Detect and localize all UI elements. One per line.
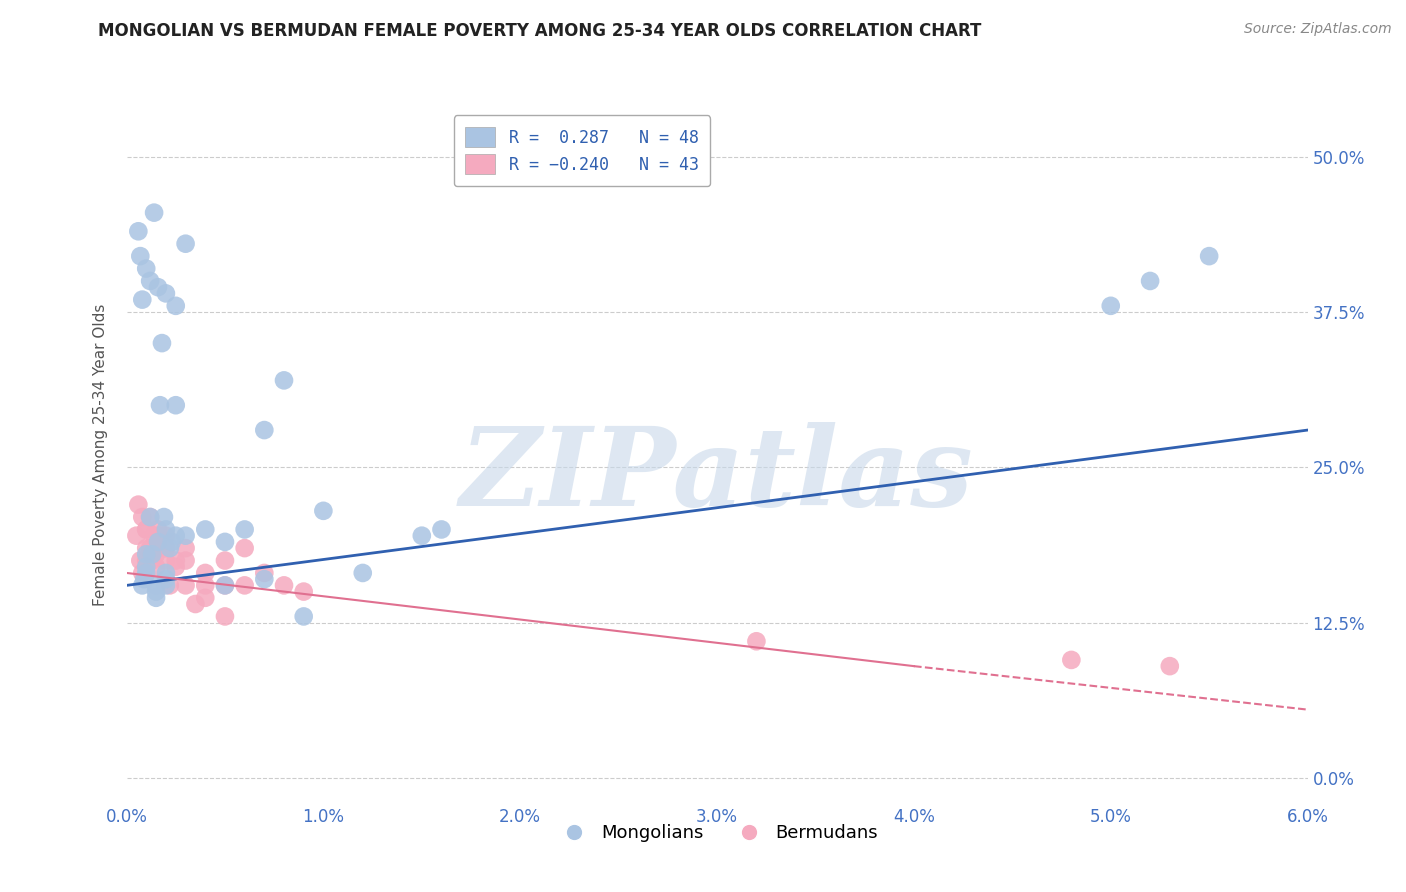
Text: Source: ZipAtlas.com: Source: ZipAtlas.com (1244, 22, 1392, 37)
Point (411, 529, 433, 543)
Point (135, 559, 157, 574)
Point (150, 534, 173, 549)
Point (233, 541, 256, 555)
Point (146, 529, 169, 543)
Point (143, 529, 166, 543)
Point (155, 529, 177, 543)
Point (233, 523, 256, 537)
Point (155, 578, 177, 592)
Point (131, 578, 153, 592)
Point (1060, 653, 1083, 667)
Point (145, 584, 167, 599)
Point (214, 609, 236, 624)
Point (352, 566, 374, 580)
Point (159, 578, 181, 592)
Point (165, 553, 187, 567)
Point (194, 523, 217, 537)
Y-axis label: Female Poverty Among 25-34 Year Olds: Female Poverty Among 25-34 Year Olds (93, 304, 108, 606)
Legend: Mongolians, Bermudans: Mongolians, Bermudans (548, 817, 886, 849)
Point (165, 529, 187, 543)
Point (129, 553, 152, 567)
Point (153, 510, 176, 524)
Point (194, 591, 217, 605)
Point (159, 541, 181, 555)
Point (139, 510, 162, 524)
Point (143, 205, 166, 219)
Point (184, 597, 207, 611)
Point (1198, 249, 1220, 263)
Point (174, 553, 197, 567)
Point (149, 398, 172, 412)
Point (155, 553, 177, 567)
Point (141, 553, 163, 567)
Text: ZIPatlas: ZIPatlas (460, 422, 974, 530)
Point (214, 534, 236, 549)
Point (127, 498, 149, 512)
Point (155, 523, 177, 537)
Point (292, 584, 315, 599)
Point (135, 553, 157, 567)
Point (146, 523, 169, 537)
Text: MONGOLIAN VS BERMUDAN FEMALE POVERTY AMONG 25-34 YEAR OLDS CORRELATION CHART: MONGOLIAN VS BERMUDAN FEMALE POVERTY AMO… (98, 22, 981, 40)
Point (141, 547, 163, 561)
Point (214, 578, 236, 592)
Point (146, 280, 169, 294)
Point (155, 541, 177, 555)
Point (135, 523, 157, 537)
Point (273, 373, 295, 387)
Point (127, 224, 149, 238)
Point (194, 566, 217, 580)
Point (160, 534, 183, 549)
Point (125, 529, 148, 543)
Point (174, 541, 197, 555)
Point (155, 566, 177, 580)
Point (165, 559, 187, 574)
Point (139, 510, 162, 524)
Point (165, 299, 187, 313)
Point (145, 591, 167, 605)
Point (745, 634, 768, 648)
Point (174, 236, 197, 251)
Point (129, 249, 152, 263)
Point (131, 293, 153, 307)
Point (131, 510, 153, 524)
Point (135, 547, 157, 561)
Point (214, 553, 236, 567)
Point (1159, 659, 1181, 673)
Point (214, 578, 236, 592)
Point (139, 274, 162, 288)
Point (174, 529, 197, 543)
Point (145, 578, 167, 592)
Point (233, 578, 256, 592)
Point (135, 523, 157, 537)
Point (292, 609, 315, 624)
Point (150, 336, 173, 351)
Point (145, 559, 167, 574)
Point (312, 504, 335, 518)
Point (155, 572, 177, 586)
Point (134, 572, 156, 586)
Point (253, 572, 276, 586)
Point (253, 566, 276, 580)
Point (194, 578, 217, 592)
Point (139, 541, 162, 555)
Point (1099, 299, 1122, 313)
Point (135, 566, 157, 580)
Point (253, 423, 276, 437)
Point (155, 541, 177, 555)
Point (174, 578, 197, 592)
Point (135, 541, 157, 555)
Point (155, 286, 177, 301)
Point (430, 523, 453, 537)
Point (135, 261, 157, 276)
Point (146, 534, 169, 549)
Point (145, 547, 167, 561)
Point (131, 566, 153, 580)
Point (165, 398, 187, 412)
Point (1139, 274, 1161, 288)
Point (273, 578, 295, 592)
